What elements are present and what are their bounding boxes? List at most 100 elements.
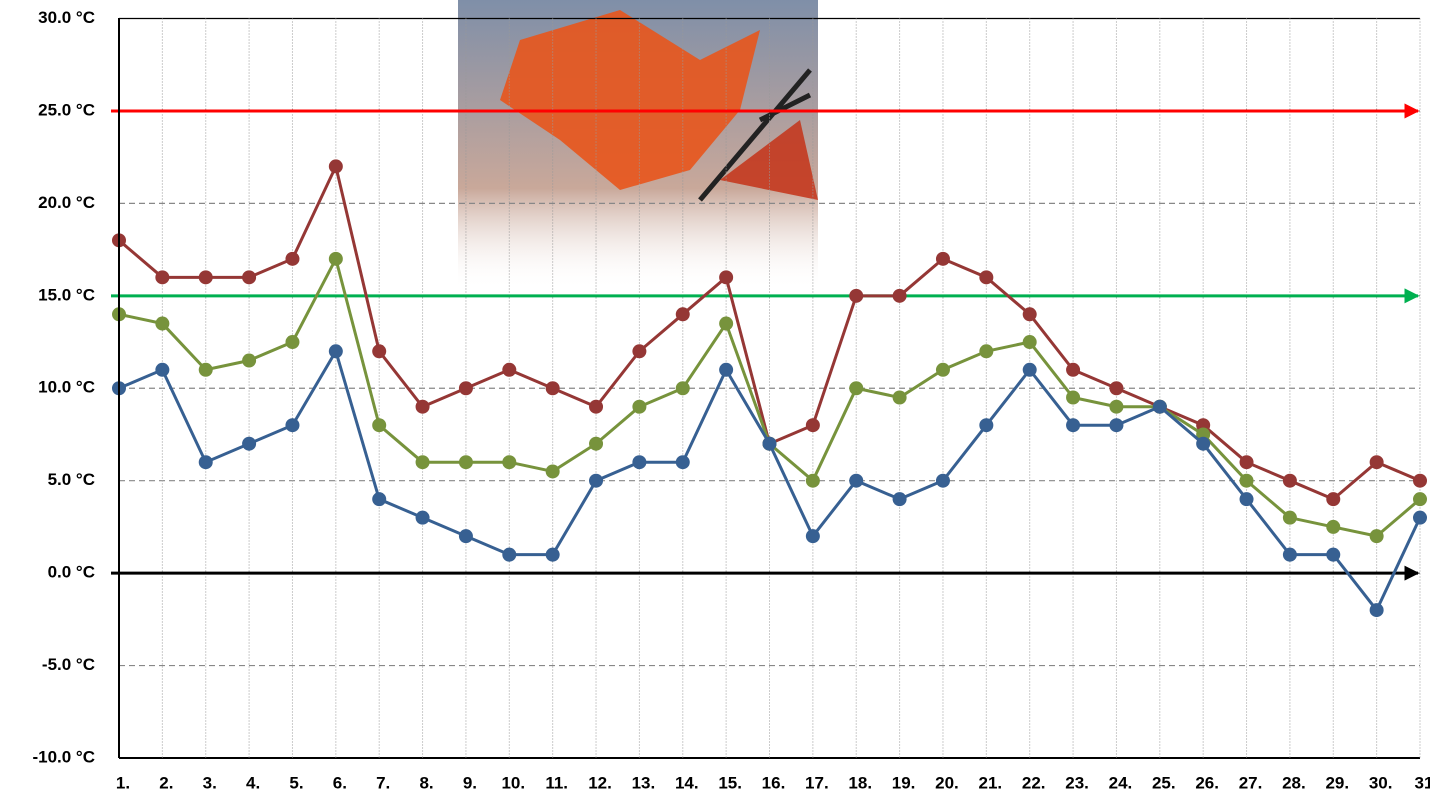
- data-point: [155, 270, 169, 284]
- x-tick-label: 20.: [935, 773, 959, 792]
- data-point: [1240, 474, 1254, 488]
- data-point: [763, 437, 777, 451]
- data-point: [285, 252, 299, 266]
- y-tick-label: 30.0 °C: [38, 8, 95, 27]
- data-point: [459, 381, 473, 395]
- data-point: [719, 317, 733, 331]
- x-tick-label: 8.: [419, 773, 433, 792]
- data-point: [416, 511, 430, 525]
- x-tick-label: 17.: [805, 773, 829, 792]
- data-point: [329, 252, 343, 266]
- x-tick-label: 14.: [675, 773, 699, 792]
- y-tick-label: -5.0 °C: [42, 655, 95, 674]
- data-point: [806, 418, 820, 432]
- data-point: [1153, 400, 1167, 414]
- x-tick-label: 30.: [1369, 773, 1393, 792]
- x-tick-label: 21.: [979, 773, 1003, 792]
- data-point: [285, 418, 299, 432]
- x-tick-label: 13.: [632, 773, 656, 792]
- x-tick-label: 10.: [501, 773, 525, 792]
- x-tick-label: 3.: [203, 773, 217, 792]
- x-tick-label: 6.: [333, 773, 347, 792]
- data-point: [632, 344, 646, 358]
- data-point: [936, 252, 950, 266]
- data-point: [372, 344, 386, 358]
- data-point: [1326, 548, 1340, 562]
- x-tick-label: 29.: [1325, 773, 1349, 792]
- data-point: [893, 289, 907, 303]
- y-tick-label: 0.0 °C: [48, 563, 95, 582]
- x-tick-label: 25.: [1152, 773, 1176, 792]
- x-tick-label: 5.: [289, 773, 303, 792]
- data-point: [1370, 455, 1384, 469]
- y-tick-label: 5.0 °C: [48, 470, 95, 489]
- data-point: [849, 474, 863, 488]
- data-point: [329, 344, 343, 358]
- x-tick-label: 2.: [159, 773, 173, 792]
- data-point: [1066, 418, 1080, 432]
- x-tick-label: 26.: [1195, 773, 1219, 792]
- x-tick-label: 1.: [116, 773, 130, 792]
- data-point: [502, 548, 516, 562]
- data-point: [1109, 381, 1123, 395]
- data-point: [676, 307, 690, 321]
- data-point: [1240, 492, 1254, 506]
- x-tick-label: 28.: [1282, 773, 1306, 792]
- y-tick-label: 20.0 °C: [38, 193, 95, 212]
- x-tick-label: 4.: [246, 773, 260, 792]
- data-point: [806, 529, 820, 543]
- data-point: [1196, 437, 1210, 451]
- data-point: [199, 363, 213, 377]
- data-point: [1413, 511, 1427, 525]
- x-tick-label: 31: [1415, 773, 1430, 792]
- x-tick-label: 24.: [1109, 773, 1133, 792]
- data-point: [849, 289, 863, 303]
- data-point: [632, 400, 646, 414]
- y-tick-label: -10.0 °C: [32, 747, 95, 766]
- data-point: [329, 159, 343, 173]
- data-point: [1413, 474, 1427, 488]
- data-point: [1326, 492, 1340, 506]
- data-point: [719, 270, 733, 284]
- data-point: [459, 455, 473, 469]
- x-tick-label: 11.: [545, 773, 568, 792]
- data-point: [979, 270, 993, 284]
- data-point: [199, 455, 213, 469]
- data-point: [676, 455, 690, 469]
- data-point: [155, 363, 169, 377]
- data-point: [1326, 520, 1340, 534]
- data-point: [199, 270, 213, 284]
- data-point: [589, 474, 603, 488]
- data-point: [155, 317, 169, 331]
- data-point: [459, 529, 473, 543]
- data-point: [372, 492, 386, 506]
- data-point: [893, 390, 907, 404]
- data-point: [1109, 400, 1123, 414]
- x-tick-label: 27.: [1239, 773, 1263, 792]
- data-point: [1370, 603, 1384, 617]
- x-tick-label: 15.: [718, 773, 742, 792]
- data-point: [589, 400, 603, 414]
- data-point: [416, 400, 430, 414]
- data-point: [242, 270, 256, 284]
- data-point: [893, 492, 907, 506]
- x-tick-label: 22.: [1022, 773, 1046, 792]
- data-point: [242, 354, 256, 368]
- data-point: [546, 464, 560, 478]
- data-point: [979, 344, 993, 358]
- data-point: [1240, 455, 1254, 469]
- x-tick-label: 18.: [848, 773, 872, 792]
- data-point: [936, 474, 950, 488]
- data-point: [1283, 511, 1297, 525]
- chart: -10.0 °C-5.0 °C0.0 °C5.0 °C10.0 °C15.0 °…: [0, 0, 1430, 802]
- y-tick-label: 10.0 °C: [38, 378, 95, 397]
- data-point: [1283, 474, 1297, 488]
- data-point: [632, 455, 646, 469]
- data-point: [285, 335, 299, 349]
- data-point: [1283, 548, 1297, 562]
- data-point: [502, 455, 516, 469]
- data-point: [546, 381, 560, 395]
- data-point: [979, 418, 993, 432]
- x-tick-label: 23.: [1065, 773, 1089, 792]
- data-point: [1023, 307, 1037, 321]
